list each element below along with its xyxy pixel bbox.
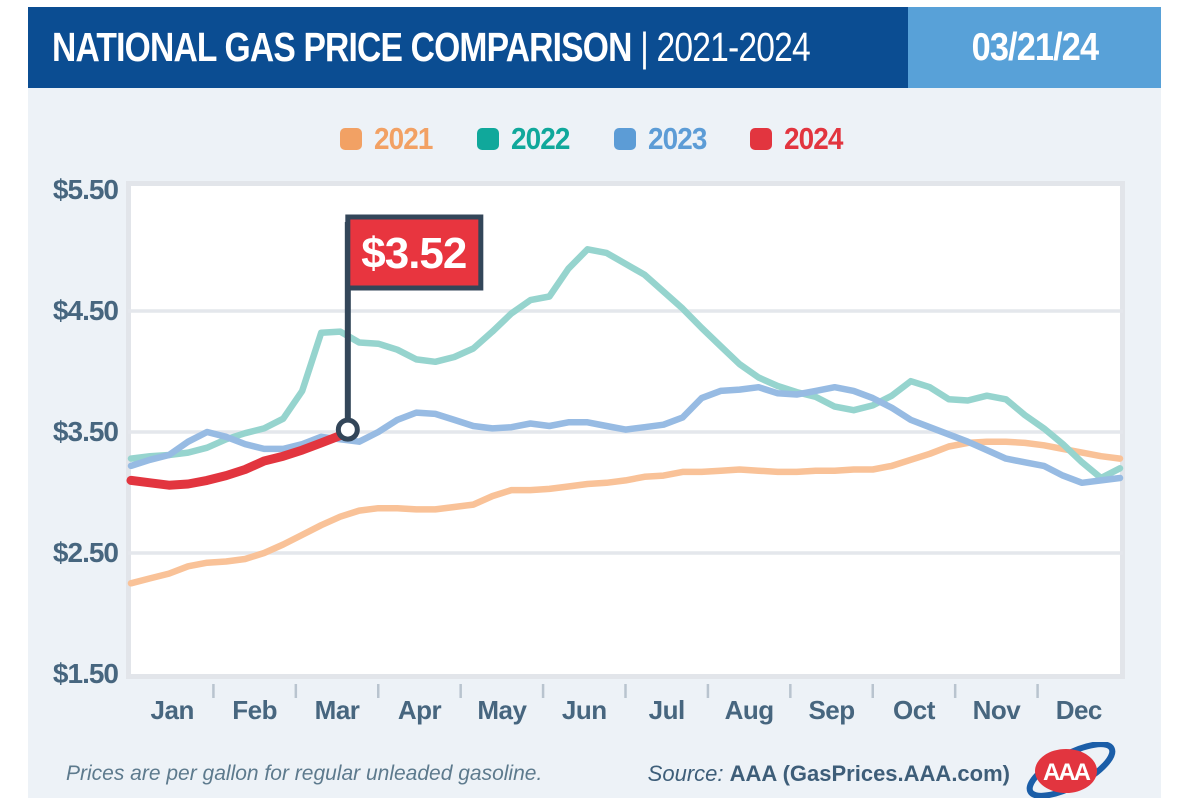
x-axis-label-Apr: Apr [398, 695, 442, 725]
x-axis-label-Dec: Dec [1056, 695, 1102, 725]
series-line-2022 [127, 246, 1124, 482]
x-axis-label-Feb: Feb [232, 695, 277, 725]
aaa-logo: AAA [1026, 742, 1116, 798]
x-axis-label-Jul: Jul [649, 695, 685, 725]
legend-item-2022: 2022 [476, 121, 576, 157]
date-badge: 03/21/24 [908, 7, 1161, 88]
footer-note: Prices are per gallon for regular unlead… [66, 762, 543, 785]
footer-source: Source: AAA (GasPrices.AAA.com) [0, 761, 1010, 787]
series-line-2021 [127, 438, 1124, 587]
legend-label: 2024 [784, 121, 843, 156]
x-axis-label-Jun: Jun [562, 695, 607, 725]
header-band: NATIONAL GAS PRICE COMPARISON | 2021-202… [28, 7, 908, 88]
callout-flag [345, 214, 484, 291]
legend-label: 2021 [373, 121, 433, 156]
y-axis-label-$4.50: $4.50 [53, 295, 118, 326]
x-axis-label-May: May [477, 695, 527, 725]
x-axis-label-Nov: Nov [973, 695, 1022, 725]
legend-swatch-2024 [750, 128, 773, 150]
series-line-2024 [126, 425, 353, 490]
legend-label: 2023 [647, 121, 707, 156]
legend-item-2023: 2023 [613, 121, 713, 157]
logo-letters: AAA [1043, 759, 1091, 786]
y-axis-label-$2.50: $2.50 [53, 537, 118, 568]
legend-label: 2022 [510, 121, 570, 156]
source-prefix: Source: [647, 761, 724, 786]
legend-item-2024: 2024 [750, 121, 849, 157]
logo-oval [1035, 749, 1097, 793]
legend-swatch-2023 [613, 128, 636, 150]
source-name: AAA (GasPrices.AAA.com) [729, 761, 1010, 786]
date-badge-text: 03/21/24 [971, 25, 1098, 69]
series-line-2023 [127, 383, 1124, 487]
legend-swatch-2022 [476, 128, 499, 150]
x-axis-label-Oct: Oct [893, 695, 936, 725]
page-title-range: | 2021-2024 [640, 24, 811, 70]
callout-value: $3.52 [361, 229, 466, 278]
page-title-main: NATIONAL GAS PRICE COMPARISON [52, 24, 632, 70]
legend-swatch-2021 [339, 128, 362, 150]
x-axis-label-Jan: Jan [151, 695, 194, 725]
page-title: NATIONAL GAS PRICE COMPARISON | 2021-202… [52, 24, 811, 71]
x-axis-label-Mar: Mar [315, 695, 360, 725]
y-axis-label-$3.50: $3.50 [53, 416, 118, 447]
callout-anchor-dot [335, 417, 360, 442]
legend-item-2021: 2021 [339, 121, 439, 157]
y-axis-label-$5.50: $5.50 [53, 174, 118, 205]
chart-legend: 2021 2022 2023 2024 [28, 118, 1161, 160]
y-axis-label-$1.50: $1.50 [53, 658, 118, 689]
x-axis-label-Aug: Aug [725, 695, 774, 725]
x-axis-label-Sep: Sep [808, 695, 854, 725]
